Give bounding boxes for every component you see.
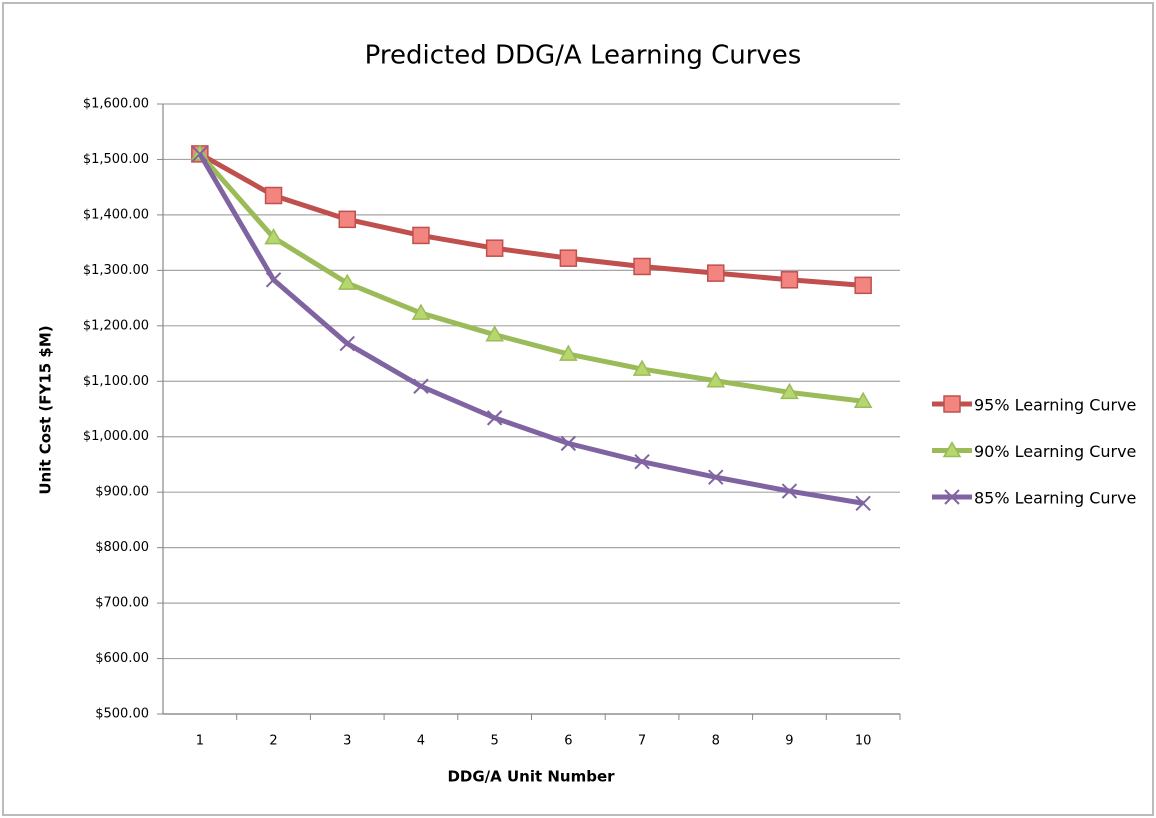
y-tick-label: $700.00: [95, 596, 149, 611]
y-tick-label: $1,400.00: [83, 207, 149, 222]
legend-label: 85% Learning Curve: [974, 489, 1136, 508]
marker: [706, 371, 726, 388]
marker: [264, 228, 283, 245]
x-tick-label: 9: [785, 734, 793, 749]
marker: [707, 264, 725, 282]
marker: [944, 489, 960, 505]
marker: [412, 226, 430, 245]
y-axis-title: Unit Cost (FY15 $M): [37, 325, 55, 494]
marker: [634, 453, 650, 470]
x-tick-label: 1: [196, 734, 204, 749]
marker: [942, 440, 962, 458]
y-tick-label: $1,300.00: [83, 263, 149, 278]
marker: [192, 146, 208, 162]
marker: [485, 325, 504, 342]
x-tick-label: 7: [638, 734, 646, 749]
series-line: [198, 151, 864, 288]
marker: [632, 359, 652, 376]
marker: [559, 344, 578, 361]
y-tick-label: $900.00: [95, 485, 149, 500]
x-tick-label: 2: [269, 734, 277, 749]
legend-label: 95% Learning Curve: [974, 396, 1136, 415]
x-tick-label: 3: [343, 734, 351, 749]
marker: [854, 276, 872, 295]
y-tick-label: $500.00: [95, 707, 149, 722]
x-axis-title: DDG/A Unit Number: [447, 768, 615, 786]
marker: [413, 378, 429, 394]
y-tick-label: $1,500.00: [83, 152, 149, 167]
marker: [780, 271, 799, 289]
marker: [485, 239, 504, 257]
marker: [486, 410, 503, 426]
marker: [708, 469, 724, 485]
marker: [264, 186, 283, 205]
y-tick-label: $1,000.00: [83, 429, 149, 444]
marker: [560, 435, 577, 452]
x-tick-label: 10: [855, 734, 872, 749]
marker: [559, 249, 578, 267]
y-tick-label: $1,100.00: [83, 374, 149, 389]
y-tick-label: $600.00: [95, 651, 149, 666]
marker: [411, 303, 431, 320]
legend-label: 90% Learning Curve: [974, 442, 1136, 461]
marker: [633, 257, 651, 276]
marker: [265, 272, 282, 288]
marker: [781, 483, 798, 499]
chart-title: Predicted DDG/A Learning Curves: [365, 41, 802, 71]
x-tick-label: 6: [564, 734, 572, 749]
marker: [339, 335, 355, 352]
series-line: [197, 152, 864, 404]
y-tick-label: $1,600.00: [83, 97, 149, 112]
x-tick-label: 8: [712, 734, 720, 749]
marker: [337, 273, 357, 290]
y-tick-label: $800.00: [95, 540, 149, 555]
series-line: [197, 152, 864, 506]
marker: [943, 395, 961, 413]
marker: [855, 495, 871, 511]
x-tick-label: 4: [417, 734, 425, 749]
marker: [853, 391, 873, 408]
marker: [780, 382, 799, 400]
marker: [338, 210, 356, 229]
x-tick-label: 5: [491, 734, 499, 749]
y-tick-label: $1,200.00: [83, 318, 149, 333]
